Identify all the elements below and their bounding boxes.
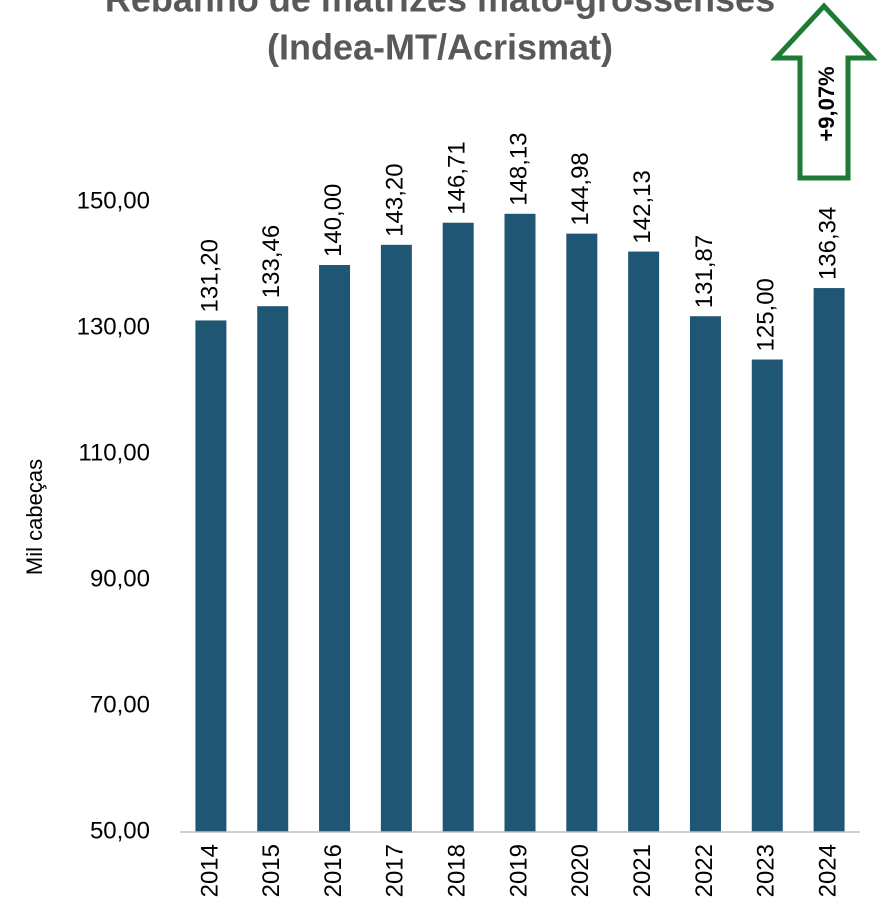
bar <box>566 233 598 833</box>
x-tick-label: 2023 <box>753 844 780 897</box>
arrow <box>770 2 877 181</box>
bar <box>380 244 412 833</box>
bar <box>442 222 474 833</box>
chart-title: Rebanho de matrizes mato-grossenses <box>105 0 775 20</box>
data-label: 136,34 <box>814 207 841 280</box>
data-label: 148,13 <box>505 132 532 205</box>
bar <box>504 213 536 832</box>
y-tick-label: 70,00 <box>90 691 150 718</box>
y-tick-label: 90,00 <box>90 565 150 592</box>
x-tick-label: 2015 <box>258 844 285 897</box>
annotation: +9,07% <box>814 66 839 141</box>
x-tick-label: 2020 <box>567 844 594 897</box>
data-label: 143,20 <box>382 163 409 236</box>
chart-title: (Indea-MT/Acrismat) <box>267 27 613 68</box>
bar <box>751 359 783 832</box>
data-label: 144,98 <box>567 152 594 225</box>
data-label: 140,00 <box>320 184 347 257</box>
bar <box>813 288 845 833</box>
y-tick-label: 50,00 <box>90 817 150 844</box>
bar <box>319 265 351 832</box>
y-tick-label: 150,00 <box>77 187 150 214</box>
x-tick-label: 2022 <box>691 844 718 897</box>
x-tick-label: 2016 <box>320 844 347 897</box>
x-tick-label: 2018 <box>444 844 471 897</box>
data-label: 142,13 <box>629 170 656 243</box>
y-axis-label: Mil cabeças <box>22 459 47 575</box>
x-tick-label: 2019 <box>505 844 532 897</box>
y-tick-label: 110,00 <box>78 439 150 466</box>
x-tick-label: 2024 <box>814 844 841 897</box>
y-tick-label: 130,00 <box>77 313 150 340</box>
bar <box>628 251 660 832</box>
bar <box>195 320 227 832</box>
data-label: 133,46 <box>258 225 285 298</box>
data-label: 125,00 <box>753 278 780 351</box>
data-label: 131,20 <box>196 239 223 312</box>
x-tick-label: 2014 <box>196 844 223 897</box>
x-tick-label: 2017 <box>382 844 409 897</box>
bar <box>257 306 289 832</box>
data-label: 131,87 <box>691 235 718 308</box>
data-label: 146,71 <box>444 141 471 214</box>
x-tick-label: 2021 <box>629 844 656 897</box>
bar <box>689 316 721 832</box>
